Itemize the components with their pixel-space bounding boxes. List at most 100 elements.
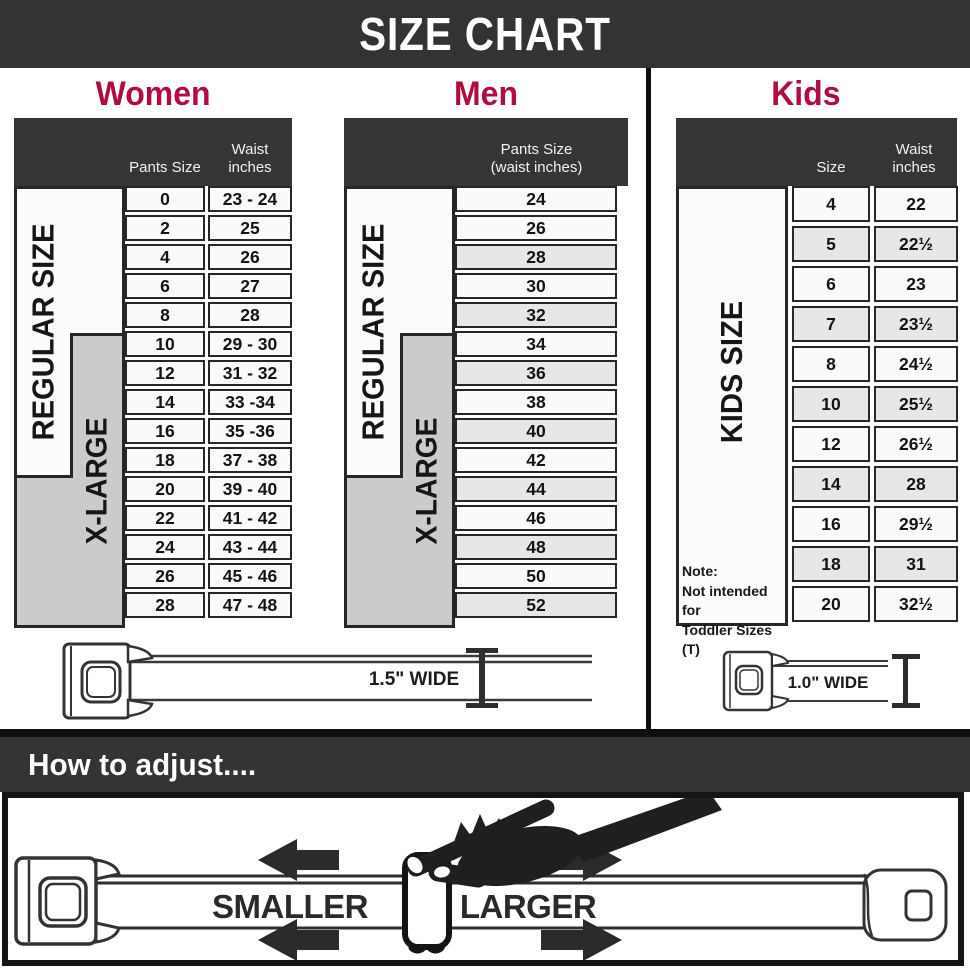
- adjust-heading: How to adjust....: [28, 746, 257, 782]
- table-cell: 12: [125, 360, 205, 386]
- women-xlarge-box-upper: [70, 333, 125, 481]
- table-cell: 38: [455, 389, 617, 415]
- women-regular-size-box: [14, 186, 125, 478]
- table-cell: 4: [792, 186, 870, 222]
- men-table-header: Pants Size (waist inches): [344, 118, 628, 186]
- kids-belt-illustration: 1.0" WIDE: [722, 650, 920, 712]
- table-cell: 52: [455, 592, 617, 618]
- table-cell: 22: [125, 505, 205, 531]
- table-cell: 6: [125, 273, 205, 299]
- table-cell: 18: [792, 546, 870, 582]
- table-cell: 33 -34: [208, 389, 292, 415]
- table-cell: 48: [455, 534, 617, 560]
- table-cell: 10: [125, 331, 205, 357]
- table-cell: 42: [455, 447, 617, 473]
- men-xlarge-box-lower: [344, 478, 455, 628]
- table-cell: 4: [125, 244, 205, 270]
- size-chart-banner: SIZE CHART: [0, 0, 970, 68]
- belt-strap: [124, 656, 592, 700]
- women-table-body: 0 23 - 24 2 25 4 26 6 27 8 28 10 29 - 30 12 31 - 32 14…: [125, 186, 292, 618]
- men-xlarge-box-upper: [400, 333, 455, 481]
- table-cell: 31 - 32: [208, 360, 292, 386]
- table-cell: 8: [792, 346, 870, 382]
- table-cell: 29½: [874, 506, 958, 542]
- kids-size-label: KIDS SIZE: [714, 300, 749, 444]
- table-cell: 24½: [874, 346, 958, 382]
- table-cell: 14: [125, 389, 205, 415]
- kids-table-body: 4 22 5 22½ 6 23 7 23½ 8 24½ 10 25½ 12 26½ 14 28 16 29½ 18 3…: [792, 186, 958, 622]
- men-pants-size-header: Pants Size (waist inches): [490, 140, 583, 177]
- women-regular-size-label: REGULAR SIZE: [25, 223, 61, 441]
- table-cell: 7: [792, 306, 870, 342]
- table-cell: 40: [455, 418, 617, 444]
- adjust-illustration-frame: SMALLER LARGER: [2, 792, 964, 966]
- table-cell: 39 - 40: [208, 476, 292, 502]
- table-cell: 41 - 42: [208, 505, 292, 531]
- arrow-left-icon: [258, 919, 339, 960]
- adjust-heading-banner: How to adjust....: [0, 737, 970, 792]
- adult-belt-width-label: 1.5" WIDE: [369, 669, 459, 690]
- table-cell: 26½: [874, 426, 958, 462]
- table-cell: 23 - 24: [208, 186, 292, 212]
- kids-belt-width-label: 1.0" WIDE: [788, 673, 869, 692]
- belt-strap-lines: [770, 660, 888, 702]
- kids-size-box: [676, 186, 788, 626]
- table-cell: 14: [792, 466, 870, 502]
- table-cell: 29 - 30: [208, 331, 292, 357]
- page-title: SIZE CHART: [359, 8, 611, 60]
- table-cell: 28: [208, 302, 292, 328]
- table-cell: 16: [125, 418, 205, 444]
- table-cell: 47 - 48: [208, 592, 292, 618]
- table-cell: 20: [792, 586, 870, 622]
- table-cell: 22: [874, 186, 958, 222]
- width-measure-icon: [466, 648, 498, 708]
- kids-size-header: Size: [816, 159, 846, 177]
- table-cell: 10: [792, 386, 870, 422]
- table-cell: 28: [874, 466, 958, 502]
- table-cell: 5: [792, 226, 870, 262]
- table-cell: 32½: [874, 586, 958, 622]
- table-cell: 24: [125, 534, 205, 560]
- table-cell: 18: [125, 447, 205, 473]
- men-regular-size-label: REGULAR SIZE: [355, 223, 391, 441]
- table-cell: 25½: [874, 386, 958, 422]
- men-table-body: 24 26 28 30 32 34 36 38 40 42 44 46 48 50 52: [455, 186, 617, 618]
- table-cell: 32: [455, 302, 617, 328]
- larger-label: LARGER: [460, 888, 597, 925]
- table-cell: 45 - 46: [208, 563, 292, 589]
- table-cell: 8: [125, 302, 205, 328]
- smaller-label: SMALLER: [212, 888, 369, 925]
- table-cell: 50: [455, 563, 617, 589]
- arrow-left-icon: [258, 839, 339, 881]
- women-section-heading: Women: [95, 74, 211, 113]
- table-cell: 0: [125, 186, 205, 212]
- seatbelt-buckle-icon: [722, 650, 790, 712]
- horizontal-separator: [0, 729, 970, 737]
- table-cell: 34: [455, 331, 617, 357]
- table-cell: 26: [125, 563, 205, 589]
- table-cell: 30: [455, 273, 617, 299]
- women-xlarge-box-lower: [14, 478, 125, 628]
- table-cell: 2: [125, 215, 205, 241]
- table-cell: 12: [792, 426, 870, 462]
- women-table-header: Pants Size Waist inches: [14, 118, 292, 186]
- table-cell: 6: [792, 266, 870, 302]
- seatbelt-buckle-icon: [62, 642, 154, 720]
- kids-table-header: Size Waist inches: [676, 118, 957, 186]
- table-cell: 31: [874, 546, 958, 582]
- belt-tip: [862, 868, 948, 942]
- seatbelt-buckle-icon: [14, 856, 121, 946]
- table-cell: 28: [125, 592, 205, 618]
- women-xlarge-label: X-LARGE: [80, 417, 114, 544]
- men-section-heading: Men: [454, 74, 518, 113]
- table-cell: 43 - 44: [208, 534, 292, 560]
- table-cell: 36: [455, 360, 617, 386]
- width-measure-icon: [892, 654, 920, 708]
- belt-strap: [770, 661, 888, 701]
- pinching-hand-icon: [407, 798, 722, 888]
- adult-belt-illustration: 1.5" WIDE: [62, 642, 592, 720]
- arrow-right-icon: [541, 919, 622, 960]
- table-cell: 26: [455, 215, 617, 241]
- table-cell: 23: [874, 266, 958, 302]
